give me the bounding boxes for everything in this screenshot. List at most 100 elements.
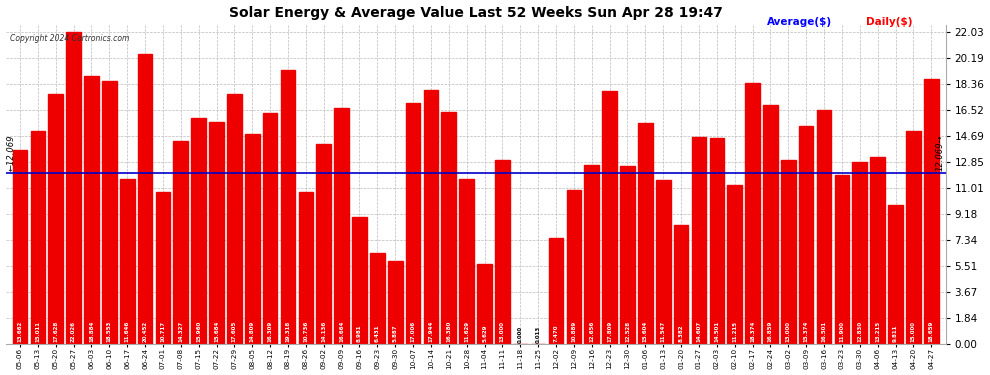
Text: 17.944: 17.944 [429,321,434,342]
Bar [745,83,760,344]
Text: 13.000: 13.000 [786,321,791,342]
Bar [870,157,885,344]
Text: 15.604: 15.604 [643,321,647,342]
Text: 12.656: 12.656 [589,321,594,342]
Text: 16.664: 16.664 [340,321,345,342]
Text: 14.501: 14.501 [715,321,720,342]
Text: 11.215: 11.215 [733,321,738,342]
Text: 18.374: 18.374 [750,321,755,342]
Text: 14.327: 14.327 [178,321,183,342]
Bar [388,261,403,344]
Text: 17.628: 17.628 [53,321,58,342]
Bar [656,180,670,344]
Bar [477,264,492,344]
Text: 14.809: 14.809 [249,321,254,342]
Text: 12.528: 12.528 [625,321,630,342]
Bar [906,131,921,344]
Text: 17.605: 17.605 [232,321,237,342]
Bar [406,103,421,344]
Text: 10.736: 10.736 [303,321,308,342]
Text: 13.662: 13.662 [18,321,23,342]
Bar [424,90,439,344]
Text: 11.646: 11.646 [125,321,130,342]
Bar [620,166,635,344]
Bar [66,32,81,344]
Bar [852,162,867,344]
Text: 15.011: 15.011 [36,321,41,342]
Text: 9.811: 9.811 [893,325,898,342]
Text: 20.452: 20.452 [143,321,148,342]
Text: 15.684: 15.684 [214,321,219,342]
Text: 0.013: 0.013 [536,326,541,344]
Text: Daily($): Daily($) [866,17,913,27]
Bar [674,225,688,344]
Text: 16.309: 16.309 [267,321,272,342]
Bar [728,185,742,344]
Bar [138,54,152,344]
Text: 18.659: 18.659 [929,321,934,342]
Text: 18.553: 18.553 [107,321,112,342]
Bar [781,160,796,344]
Text: 7.470: 7.470 [553,324,558,342]
Text: 15.960: 15.960 [196,321,201,342]
Bar [281,70,295,344]
Bar [173,141,188,344]
Text: Average($): Average($) [767,17,833,27]
Bar [548,238,563,344]
Bar [817,110,832,344]
Bar [495,160,510,344]
Bar [49,94,63,344]
Bar [370,253,385,344]
Text: 16.501: 16.501 [822,321,827,342]
Text: 12.830: 12.830 [857,321,862,342]
Bar [602,92,617,344]
Bar [799,126,814,344]
Bar [763,105,778,344]
Text: 16.859: 16.859 [768,321,773,342]
Bar [317,144,331,344]
Bar [710,138,724,344]
Bar [566,190,581,344]
Bar [227,94,242,344]
Bar [120,179,135,344]
Bar [459,179,474,344]
Bar [84,76,99,344]
Bar [924,80,939,344]
Text: ←12.069: ←12.069 [7,134,16,171]
Text: 11.547: 11.547 [660,321,665,342]
Text: 0.000: 0.000 [518,326,523,344]
Text: 10.889: 10.889 [571,321,576,342]
Bar [191,118,206,344]
Bar [155,192,170,344]
Text: 15.374: 15.374 [804,321,809,342]
Text: 12.069→: 12.069→ [936,134,944,171]
Text: 8.382: 8.382 [678,324,683,342]
Bar [692,137,706,344]
Text: 5.887: 5.887 [393,324,398,342]
Text: 5.629: 5.629 [482,324,487,342]
Bar [31,131,46,344]
Bar [262,113,277,344]
Text: 14.607: 14.607 [696,321,702,342]
Text: 11.629: 11.629 [464,321,469,342]
Bar [13,150,28,344]
Text: 15.000: 15.000 [911,321,916,342]
Bar [299,192,313,344]
Bar [209,122,224,344]
Bar [102,81,117,344]
Text: 17.006: 17.006 [411,321,416,342]
Text: 10.717: 10.717 [160,321,165,342]
Text: Copyright 2024 Cartronics.com: Copyright 2024 Cartronics.com [10,34,130,44]
Text: 13.000: 13.000 [500,321,505,342]
Text: 8.981: 8.981 [357,324,362,342]
Text: 18.884: 18.884 [89,321,94,342]
Text: 17.809: 17.809 [607,321,612,342]
Bar [335,108,348,344]
Bar [638,123,652,344]
Text: 13.215: 13.215 [875,321,880,342]
Bar [352,217,366,344]
Text: 19.318: 19.318 [285,321,290,342]
Bar [245,134,259,344]
Bar [835,175,849,344]
Text: 22.026: 22.026 [71,321,76,342]
